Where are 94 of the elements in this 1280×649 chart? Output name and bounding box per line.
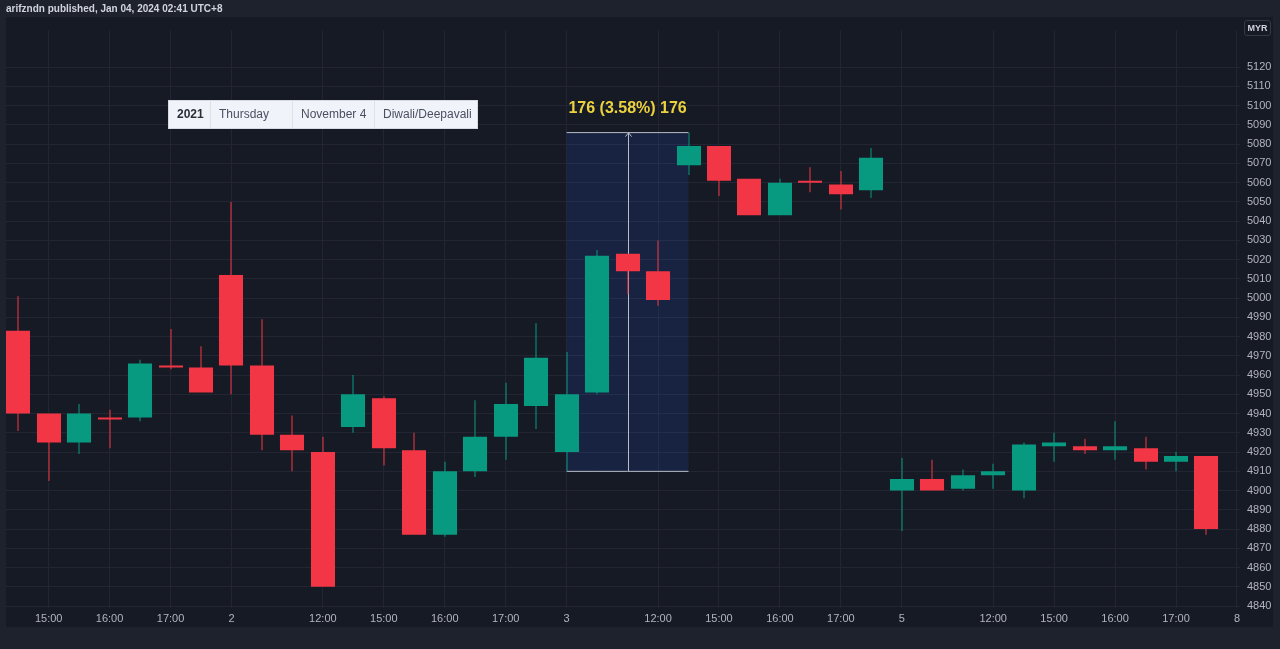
- y-tick-label: 4970: [1247, 348, 1272, 361]
- candlestick: [1102, 421, 1128, 460]
- candlestick: [797, 167, 823, 193]
- candlestick: [310, 436, 336, 587]
- candlestick: [158, 328, 184, 370]
- candlestick: [676, 132, 702, 175]
- y-tick-label: 4960: [1247, 368, 1272, 381]
- candlestick: [889, 457, 915, 532]
- y-tick-label: 5060: [1247, 175, 1272, 188]
- candlestick: [340, 375, 366, 433]
- y-axis-title: MYR: [1244, 20, 1271, 36]
- y-tick-label: 5120: [1247, 60, 1272, 73]
- y-tick-label: 5000: [1247, 291, 1272, 304]
- x-tick-label: 16:00: [766, 611, 794, 624]
- y-tick-label: 4940: [1247, 406, 1272, 419]
- x-tick-label: 12:00: [979, 611, 1007, 624]
- candlestick: [432, 461, 458, 537]
- annotation: November 4: [292, 101, 374, 128]
- candlestick: [828, 171, 854, 210]
- candlestick: [493, 382, 519, 460]
- y-tick-label: 5010: [1247, 271, 1272, 284]
- y-tick-label: 5050: [1247, 194, 1272, 207]
- candlestick: [371, 396, 397, 466]
- y-tick-label: 4890: [1247, 502, 1272, 515]
- y-tick-label: 5110: [1247, 79, 1271, 92]
- candlestick: [36, 413, 62, 481]
- y-tick-label: 5040: [1247, 214, 1272, 227]
- x-tick-label: 15:00: [705, 611, 733, 624]
- y-tick-label: 4980: [1247, 329, 1272, 342]
- candlestick: [6, 296, 31, 431]
- y-tick-label: 4990: [1247, 310, 1272, 323]
- y-tick-label: 5070: [1247, 156, 1272, 169]
- x-tick-label: 12:00: [309, 611, 337, 624]
- y-tick-label: 4850: [1247, 579, 1272, 592]
- y-tick-label: 4880: [1247, 522, 1272, 535]
- y-tick-label: 5100: [1247, 98, 1272, 111]
- y-tick-label: 4860: [1247, 560, 1272, 573]
- x-tick-label: 15:00: [370, 611, 398, 624]
- candlestick: [584, 250, 610, 395]
- y-tick-label: 5020: [1247, 252, 1272, 265]
- y-tick-label: 4950: [1247, 387, 1272, 400]
- candlestick: [462, 400, 488, 478]
- x-tick-label: 5: [898, 611, 905, 624]
- candlestick: [401, 432, 427, 535]
- candlestick: [97, 409, 123, 449]
- candlestick: [523, 323, 549, 430]
- candlestick: [1011, 442, 1037, 499]
- y-tick-label: 4920: [1247, 445, 1272, 458]
- y-tick-label: 4930: [1247, 425, 1272, 438]
- y-tick-label: 4910: [1247, 464, 1272, 477]
- candlestick: [127, 359, 153, 422]
- y-tick-label: 5030: [1247, 233, 1272, 246]
- x-tick-label: 15:00: [1040, 611, 1068, 624]
- candlestick: [645, 240, 671, 306]
- y-tick-label: 4840: [1247, 599, 1272, 612]
- candlestick: [767, 178, 793, 216]
- x-tick-label: 16:00: [95, 611, 124, 624]
- y-tick-label: 5090: [1247, 117, 1272, 130]
- x-tick-label: 17:00: [156, 611, 185, 624]
- candlestick: [950, 469, 976, 491]
- x-tick-label: 17:00: [827, 611, 855, 624]
- candlestick: [1133, 436, 1159, 470]
- y-tick-label: 4870: [1247, 541, 1272, 554]
- candlestick: [188, 346, 214, 393]
- text: arifzndn published, Jan 04, 2024 02:41 UTC+8: [6, 2, 223, 15]
- x-tick-label: 17:00: [1162, 611, 1190, 624]
- candlestick: [706, 146, 732, 197]
- candlestick: [858, 148, 884, 199]
- x-tick-label: 16:00: [1101, 611, 1129, 624]
- x-tick-label: 15:00: [34, 611, 63, 624]
- x-tick-label: 8: [1233, 611, 1241, 624]
- x-tick-label: 2: [228, 611, 235, 624]
- x-tick-label: 3: [563, 611, 570, 624]
- candlestick: [66, 403, 92, 455]
- candlestick: [554, 352, 580, 472]
- candlestick: [249, 319, 275, 451]
- candlestick: [919, 459, 945, 491]
- series-label: 176 (3.58%) 176: [568, 99, 687, 117]
- candlestick: [1163, 452, 1189, 472]
- x-tick-label: 12:00: [644, 611, 672, 624]
- candlestick: [980, 463, 1006, 489]
- candlestick: [615, 253, 641, 295]
- y-tick-label: 5080: [1247, 137, 1272, 150]
- candlestick: [1041, 432, 1067, 462]
- annotation: Thursday: [210, 101, 292, 128]
- annotation: 2021: [176, 106, 205, 123]
- x-tick-label: 16:00: [430, 611, 459, 624]
- annotation: Diwali/Deepavali: [374, 101, 477, 128]
- candlestick: [1072, 438, 1098, 455]
- candlestick: [279, 415, 305, 472]
- y-tick-label: 4900: [1247, 483, 1272, 496]
- candlestick: [1193, 455, 1219, 535]
- candlestick: [736, 178, 762, 216]
- x-tick-label: 17:00: [491, 611, 520, 624]
